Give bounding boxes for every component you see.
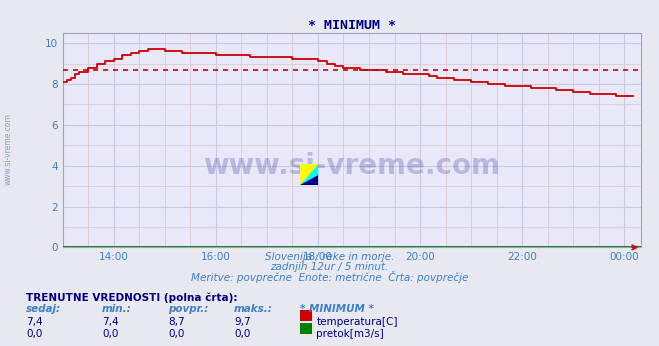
Polygon shape: [300, 164, 318, 185]
Title: * MINIMUM *: * MINIMUM *: [308, 19, 396, 32]
Text: min.:: min.:: [102, 304, 132, 315]
Text: 0,0: 0,0: [102, 329, 119, 339]
Text: TRENUTNE VREDNOSTI (polna črta):: TRENUTNE VREDNOSTI (polna črta):: [26, 292, 238, 303]
Text: maks.:: maks.:: [234, 304, 273, 315]
Text: www.si-vreme.com: www.si-vreme.com: [3, 113, 13, 185]
Text: Slovenija / reke in morje.: Slovenija / reke in morje.: [265, 252, 394, 262]
Text: 0,0: 0,0: [168, 329, 185, 339]
Text: zadnjih 12ur / 5 minut.: zadnjih 12ur / 5 minut.: [270, 262, 389, 272]
Text: * MINIMUM *: * MINIMUM *: [300, 304, 374, 315]
Text: Meritve: povprečne  Enote: metrične  Črta: povprečje: Meritve: povprečne Enote: metrične Črta:…: [191, 271, 468, 283]
Polygon shape: [300, 175, 318, 185]
Text: 8,7: 8,7: [168, 317, 185, 327]
Text: 7,4: 7,4: [102, 317, 119, 327]
Text: www.si-vreme.com: www.si-vreme.com: [204, 152, 500, 180]
Text: sedaj:: sedaj:: [26, 304, 61, 315]
Text: povpr.:: povpr.:: [168, 304, 208, 315]
Text: 0,0: 0,0: [234, 329, 250, 339]
Polygon shape: [300, 164, 318, 185]
Text: temperatura[C]: temperatura[C]: [316, 317, 398, 327]
Text: 9,7: 9,7: [234, 317, 250, 327]
Text: pretok[m3/s]: pretok[m3/s]: [316, 329, 384, 339]
Text: 7,4: 7,4: [26, 317, 43, 327]
Text: 0,0: 0,0: [26, 329, 43, 339]
